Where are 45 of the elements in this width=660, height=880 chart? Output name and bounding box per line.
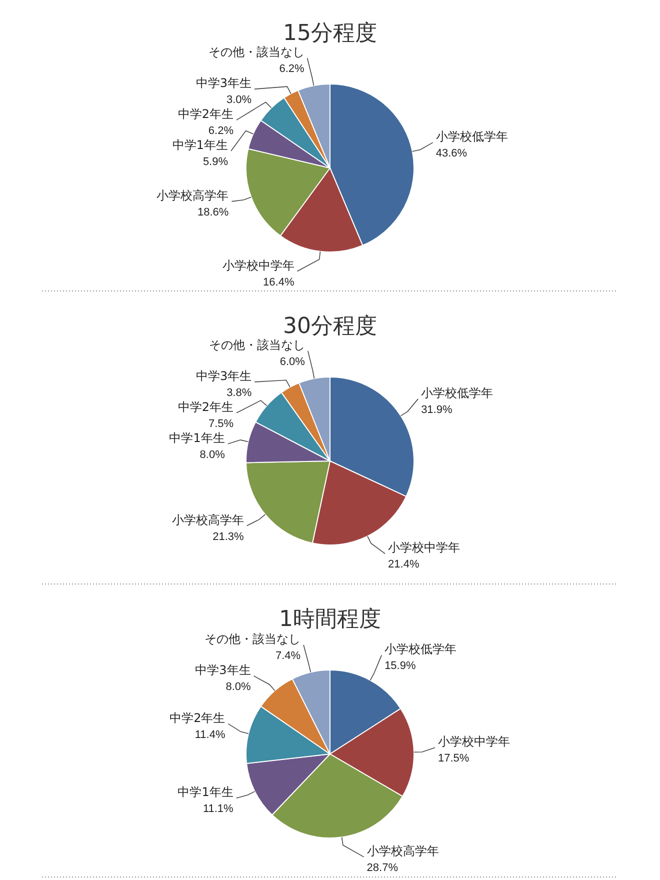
data-label: 3.8% [226,386,252,399]
data-label: 7.5% [208,418,234,430]
slice-label: 中学1年生 [172,138,228,152]
slice-label: その他・該当なし [208,338,305,352]
data-label: 21.3% [212,530,244,543]
slice-label: 小学校高学年 [156,188,229,202]
slice-label: その他・該当なし [204,632,301,646]
chart-title: 1時間程度 [279,607,381,632]
data-label: 31.9% [421,404,452,416]
data-label: 17.5% [438,752,470,765]
data-label: 21.4% [388,558,420,571]
slice-label: 小学校中学年 [222,258,294,272]
slice-label: 中学2年生 [178,107,234,122]
slice-label: 小学校低学年 [421,386,494,400]
data-label: 8.0% [226,680,251,693]
slice-label: 小学校高学年 [366,844,439,858]
slice-label: 中学1年生 [169,430,225,445]
slice-label: 中学3年生 [196,76,252,90]
slice-label: 中学3年生 [195,662,251,677]
slice-label: 小学校低学年 [436,130,508,144]
chart-title: 30分程度 [283,314,377,339]
slice-label: 小学校低学年 [384,642,457,656]
data-label: 28.7% [366,862,398,874]
slice-label: 小学校中学年 [388,540,460,555]
data-label: 8.0% [200,448,226,461]
slice-label: 小学校中学年 [438,734,510,749]
slice-label: 中学2年生 [178,400,234,414]
data-label: 16.4% [263,276,294,288]
data-label: 11.4% [194,728,226,741]
slice-label: 小学校高学年 [172,512,244,527]
data-label: 6.2% [208,125,234,138]
data-label: 15.9% [384,660,416,672]
slice-label: その他・該当なし [208,45,304,60]
data-label: 18.6% [197,206,229,218]
chart-title: 15分程度 [283,21,377,46]
data-label: 11.1% [202,803,234,816]
slice-label: 中学3年生 [196,368,252,383]
slice-label: 中学1年生 [178,785,234,800]
data-label: 7.4% [275,650,301,662]
data-label: 3.0% [226,94,252,106]
data-label: 6.0% [280,356,306,368]
data-label: 6.2% [279,63,304,76]
data-label: 43.6% [436,148,468,160]
data-label: 5.9% [202,156,228,168]
slice-label: 中学2年生 [170,710,226,725]
